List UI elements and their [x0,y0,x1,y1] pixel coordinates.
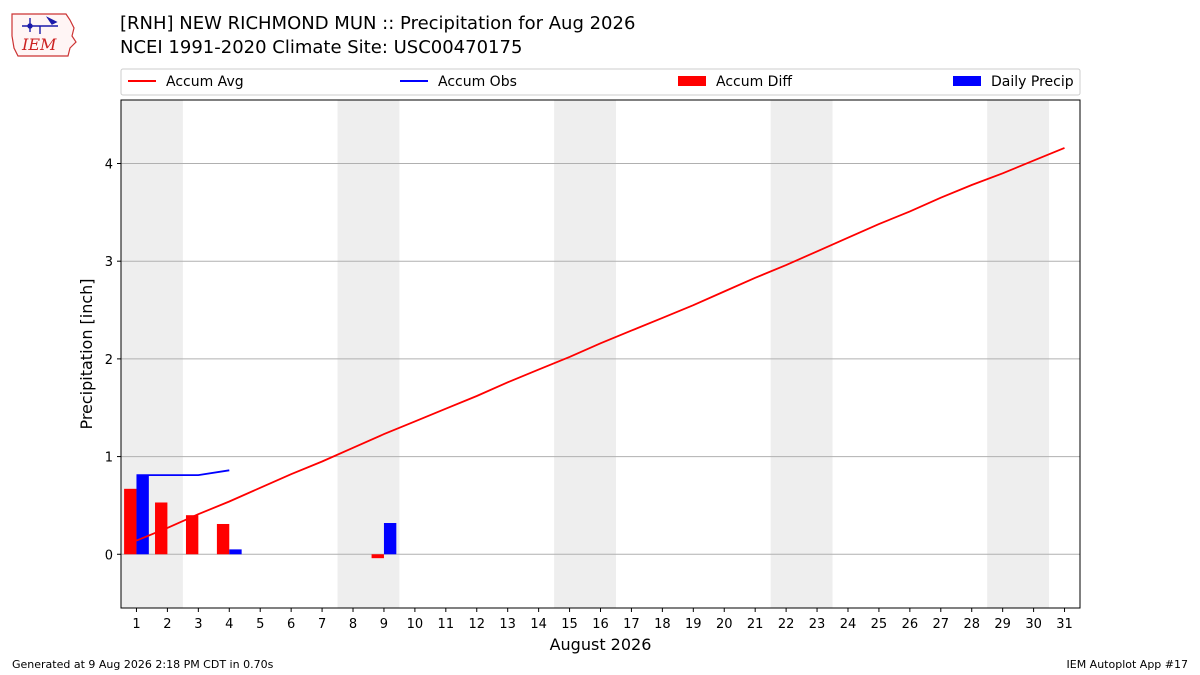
legend-accum-obs-label: Accum Obs [438,74,517,90]
x-tick-label: 16 [592,617,609,632]
logo-text: IEM [21,35,57,54]
x-axis-label: August 2026 [550,635,652,654]
x-tick-label: 5 [256,617,264,632]
x-tick-label: 24 [840,617,857,632]
x-tick-label: 7 [318,617,326,632]
y-axis-label: Precipitation [inch] [77,278,96,429]
y-tick-label: 1 [105,451,113,466]
x-tick-label: 12 [468,617,485,632]
x-tick-label: 1 [132,617,140,632]
iem-logo: IEM [11,13,77,57]
x-tick-label: 28 [963,617,980,632]
x-tick-label: 21 [747,617,764,632]
accum-diff-bar [155,502,168,555]
x-tick-label: 31 [1056,617,1073,632]
x-tick-label: 15 [561,617,578,632]
generated-footer: Generated at 9 Aug 2026 2:18 PM CDT in 0… [12,658,274,671]
x-tick-label: 3 [194,617,202,632]
x-tick-label: 30 [1025,617,1042,632]
weather-station-icon [22,16,58,34]
x-tick-label: 13 [499,617,516,632]
accum-diff-bar [371,554,384,559]
weekend-band [770,100,833,608]
x-tick-label: 27 [933,617,950,632]
accum-obs-line [136,469,230,477]
x-tick-label: 23 [809,617,826,632]
x-tick-label: 14 [530,617,547,632]
x-tick-label: 20 [716,617,733,632]
x-tick-label: 26 [902,617,919,632]
legend-daily-precip-swatch [953,76,981,86]
x-tick-label: 25 [871,617,888,632]
daily-precip-bar [136,475,149,555]
x-tick-label: 19 [685,617,702,632]
weekend-band [987,100,1050,608]
y-tick-label: 0 [105,548,113,563]
x-tick-label: 22 [778,617,795,632]
x-tick-label: 17 [623,617,640,632]
legend-daily-precip-label: Daily Precip [991,74,1074,90]
legend-accum-avg-label: Accum Avg [166,74,244,90]
app-footer: IEM Autoplot App #17 [1066,658,1189,671]
legend-accum-diff-swatch [678,76,706,86]
x-tick-label: 9 [380,617,388,632]
accum-diff-bar [216,523,230,555]
legend-box [120,68,1081,96]
chart-subtitle: NCEI 1991-2020 Climate Site: USC00470175 [120,37,523,58]
x-tick-label: 8 [349,617,357,632]
daily-precip-bar [229,549,242,555]
x-tick-label: 10 [407,617,424,632]
x-tick-label: 29 [994,617,1011,632]
x-tick-label: 4 [225,617,233,632]
y-tick-label: 2 [105,353,113,368]
legend-accum-diff-label: Accum Diff [716,74,792,90]
x-tick-label: 2 [163,617,171,632]
accum-diff-bar [185,515,199,555]
y-tick-label: 3 [105,255,113,270]
chart-title: [RNH] NEW RICHMOND MUN :: Precipitation … [120,13,636,34]
accum-diff-bar [124,488,137,555]
weekend-band [554,100,616,608]
x-tick-label: 11 [438,617,455,632]
accum-avg-line [136,147,1065,542]
x-tick-label: 18 [654,617,671,632]
daily-precip-bar [383,523,397,555]
x-tick-label: 6 [287,617,295,632]
y-tick-label: 4 [105,158,113,173]
